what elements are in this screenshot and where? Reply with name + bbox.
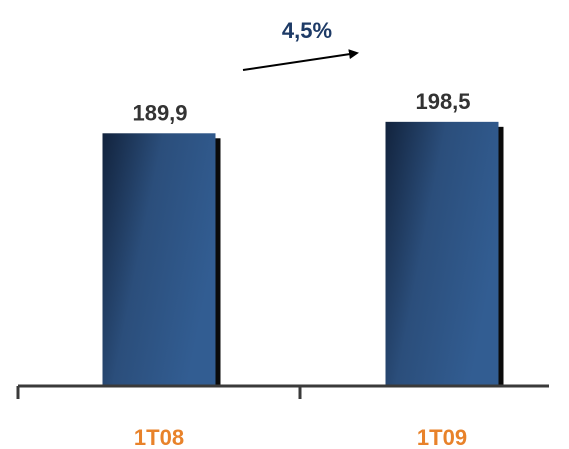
bar-1t09 xyxy=(385,121,499,386)
value-labels-group: 189,9 198,5 xyxy=(132,89,470,125)
value-label-1t08: 189,9 xyxy=(132,100,187,125)
bars-group xyxy=(102,121,504,386)
category-label-1t09: 1T09 xyxy=(417,425,467,449)
category-label-1t08: 1T08 xyxy=(134,425,184,449)
category-labels-group: 1T08 1T09 xyxy=(134,425,467,449)
growth-arrow xyxy=(242,49,359,71)
bar-1t08 xyxy=(102,133,216,386)
growth-label: 4,5% xyxy=(282,18,332,43)
value-label-1t09: 198,5 xyxy=(415,89,470,114)
